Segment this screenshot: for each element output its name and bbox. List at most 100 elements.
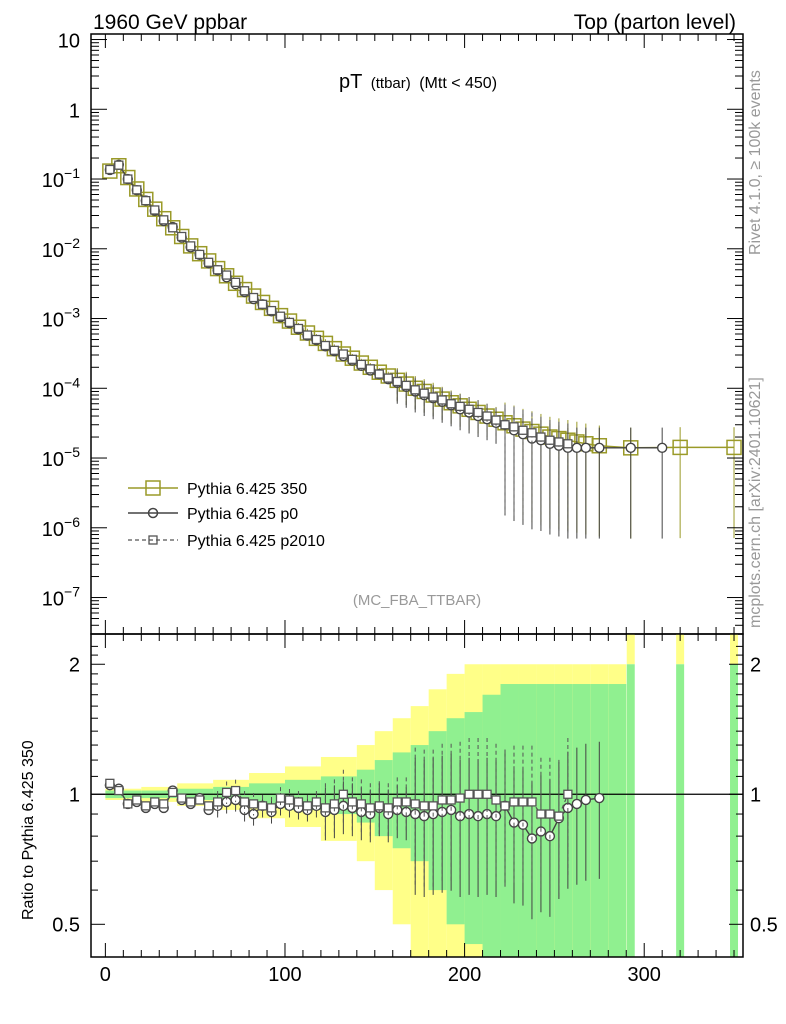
main-y-tick-label-base: 10 bbox=[42, 449, 64, 471]
main-y-tick-label-exp: −7 bbox=[64, 584, 80, 600]
series-p2010-point bbox=[455, 401, 465, 412]
series-p2010-point bbox=[464, 404, 474, 414]
series-p2010-line bbox=[109, 164, 568, 445]
main-y-tick-label: 10−5 bbox=[42, 444, 80, 471]
ratio-p2010-point bbox=[482, 789, 492, 799]
ratio-p2010-point bbox=[275, 793, 286, 803]
ratio-p2010-point bbox=[195, 795, 205, 805]
ratio-band-inner bbox=[374, 760, 393, 837]
ratio-p2010-point bbox=[410, 799, 420, 809]
ratio-p2010-point bbox=[383, 803, 393, 813]
ratio-ylabel: Ratio to Pythia 6.425 350 bbox=[20, 740, 37, 920]
main-y-tick-label-base: 10 bbox=[42, 170, 64, 192]
ratio-p2010-point bbox=[365, 803, 375, 813]
legend-label-p0: Pythia 6.425 p0 bbox=[187, 506, 298, 523]
ratio-p2010-point bbox=[159, 799, 169, 809]
series-p2010-point bbox=[302, 330, 313, 340]
series-p2010-point bbox=[338, 349, 349, 359]
legend: Pythia 6.425 350 Pythia 6.425 p0 Pythia … bbox=[128, 480, 325, 550]
main-y-tick-label-base: 10 bbox=[42, 589, 64, 611]
header-left: 1960 GeV ppbar bbox=[93, 11, 247, 34]
series-p0-point bbox=[625, 442, 636, 454]
ratio-band-inner bbox=[482, 694, 501, 957]
ratio-p2010-point bbox=[428, 801, 438, 811]
ratio-p2010-point bbox=[203, 801, 214, 811]
ratio-p2010-point bbox=[464, 789, 474, 799]
series-p2010-point bbox=[527, 428, 537, 438]
rivet-label: Rivet 4.1.0, ≥ 100k events bbox=[747, 70, 764, 255]
mcplots-label: mcplots.cern.ch [arXiv:2401.10621] bbox=[747, 377, 764, 628]
main-y-tick-label-exp: −6 bbox=[64, 514, 80, 530]
ratio-p2010-point bbox=[473, 789, 483, 799]
legend-entry-p2010: Pythia 6.425 p2010 bbox=[128, 533, 325, 550]
ratio-p0-point bbox=[580, 794, 592, 806]
series-350-point bbox=[147, 201, 163, 217]
main-y-tick-label: 10−7 bbox=[42, 584, 80, 611]
main-y-tick-label-base: 10 bbox=[42, 310, 64, 332]
ratio-p2010-point bbox=[311, 797, 322, 807]
main-y-tick-label: 10−4 bbox=[42, 374, 80, 401]
ratio-band-inner bbox=[608, 684, 627, 957]
series-p2010-point bbox=[132, 185, 142, 195]
ratio-x-tick-label: 0 bbox=[100, 964, 111, 986]
legend-marker-350 bbox=[145, 480, 161, 496]
ratio-p2010-point bbox=[536, 809, 546, 819]
ratio-p2010-point bbox=[248, 799, 259, 809]
ratio-p2010-point bbox=[554, 811, 564, 821]
main-y-tick-label: 10−6 bbox=[42, 514, 80, 541]
ratio-band-outer bbox=[730, 634, 739, 665]
series-p2010-point bbox=[545, 435, 555, 445]
main-y-tick-label: 1 bbox=[69, 100, 80, 122]
legend-marker-p0 bbox=[147, 507, 159, 519]
series-p2010-point bbox=[230, 277, 241, 288]
series-350-point bbox=[726, 439, 742, 456]
ratio-p2010-point bbox=[527, 797, 537, 807]
legend-entry-p0: Pythia 6.425 p0 bbox=[128, 506, 298, 523]
ratio-y-tick-label-left: 1 bbox=[69, 784, 80, 806]
series-p2010-point bbox=[329, 345, 340, 355]
series-p2010-point bbox=[311, 334, 322, 345]
ratio-p2010-point bbox=[123, 799, 133, 809]
ratio-p2010-point bbox=[356, 799, 366, 809]
ratio-p2010-point bbox=[150, 797, 160, 807]
series-p2010-point bbox=[563, 439, 573, 449]
series-p0-point bbox=[594, 442, 605, 454]
ratio-p2010-point bbox=[293, 797, 304, 807]
series-p2010-point bbox=[509, 422, 519, 432]
series-p2010-point bbox=[212, 265, 223, 275]
ratio-band-inner bbox=[572, 684, 591, 957]
series-p2010-point bbox=[419, 388, 429, 398]
series-350-point bbox=[173, 228, 190, 245]
ratio-p2010-point bbox=[509, 797, 519, 807]
ratio-p2010-line bbox=[109, 782, 569, 817]
series-p2010-point bbox=[410, 385, 420, 395]
legend-label-p2010: Pythia 6.425 p2010 bbox=[187, 533, 325, 550]
ratio-plot: 0 100 200 300 0.5 0.5 1 1 2 2 bbox=[52, 633, 778, 986]
series-p2010-point bbox=[491, 415, 501, 425]
ratio-p2010-point bbox=[455, 793, 465, 803]
series-p2010-point bbox=[141, 195, 151, 206]
ratio-p2010-point bbox=[168, 787, 178, 798]
ratio-y-tick-label-left: 2 bbox=[69, 654, 80, 676]
series-p2010-point bbox=[500, 420, 510, 430]
ratio-p2010-point bbox=[419, 801, 429, 811]
plot-title-cut: (Mtt < 450) bbox=[419, 75, 497, 92]
series-p2010-point bbox=[473, 407, 483, 418]
ratio-p2010-point bbox=[212, 797, 223, 807]
main-y-tick-label-exp: −1 bbox=[64, 165, 80, 181]
main-y-tick-label-exp: −2 bbox=[64, 235, 80, 251]
main-y-tick-label-exp: −3 bbox=[64, 305, 80, 321]
ratio-p2010-point bbox=[491, 795, 501, 805]
series-350-point bbox=[102, 163, 118, 179]
ratio-frame bbox=[90, 633, 744, 958]
series-p2010-point bbox=[293, 323, 304, 334]
series-p2010-point bbox=[177, 231, 187, 242]
ratio-p2010-point bbox=[302, 801, 313, 811]
ratio-p2010-point bbox=[437, 795, 447, 805]
series-p2010-point bbox=[195, 249, 205, 260]
series-350-point bbox=[672, 439, 688, 456]
ratio-x-tick-label: 100 bbox=[268, 964, 301, 986]
plot-title-main: pT bbox=[339, 71, 362, 93]
ratio-p2010-point bbox=[239, 797, 250, 807]
